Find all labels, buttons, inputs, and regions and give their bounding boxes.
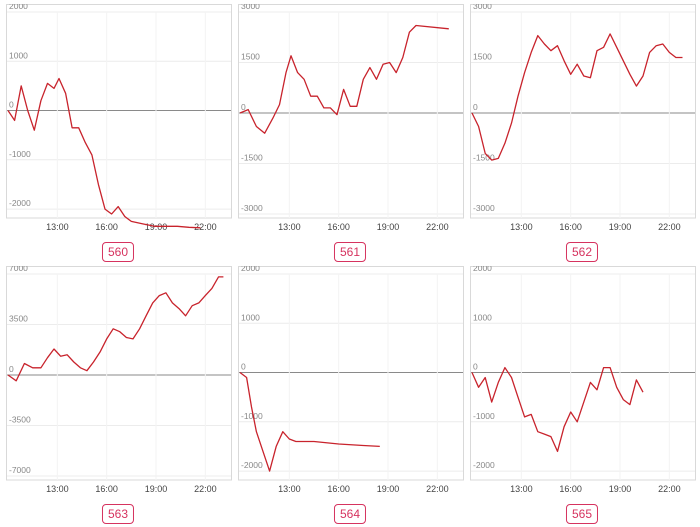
y-tick-label: 1500	[241, 52, 260, 62]
x-tick-label: 22:00	[426, 484, 449, 494]
y-tick-label: 0	[9, 364, 14, 374]
y-tick-label: -1500	[473, 153, 495, 163]
x-tick-label: 19:00	[609, 484, 632, 494]
x-tick-label: 16:00	[95, 222, 118, 232]
y-tick-label: 3500	[9, 314, 28, 324]
y-tick-label: 0	[473, 102, 478, 112]
panel-id-badge-563[interactable]: 563	[101, 504, 135, 524]
chart-plot-564: 2000 1000 0 -1000 -2000 13:00 16:00 19:00 22:00	[238, 266, 464, 494]
panel-id-badge-562[interactable]: 562	[565, 242, 599, 262]
plot-frame	[6, 266, 232, 481]
y-tick-label: 7000	[9, 266, 28, 273]
y-tick-label: -1000	[9, 149, 31, 159]
y-tick-label: -7000	[9, 465, 31, 475]
x-tick-label: 16:00	[327, 484, 350, 494]
x-tick-label: 19:00	[145, 222, 168, 232]
line-chart-564: 2000 1000 0 -1000 -2000 13:00 16:00 19:00 22:00	[238, 266, 464, 494]
y-tick-label: -3000	[473, 203, 495, 213]
line-chart-561: 3000 1500 0 -1500 -3000 13:00 16:00 19:00 22:00	[238, 4, 464, 232]
chart-plot-561: 3000 1500 0 -1500 -3000 13:00 16:00 19:00 22:00	[238, 4, 464, 232]
y-tick-label: 2000	[473, 266, 492, 273]
series-line	[7, 77, 201, 229]
x-tick-label: 16:00	[559, 222, 582, 232]
x-tick-label: 16:00	[95, 484, 118, 494]
y-tick-label: -2000	[473, 460, 495, 470]
chart-panel-562: 3000 1500 0 -1500 -3000 13:00 16:00 19:00 22:00 …	[470, 4, 696, 264]
x-tick-label: 13:00	[46, 222, 69, 232]
y-tick-label: 1000	[241, 312, 260, 322]
plot-frame	[238, 266, 464, 481]
chart-panel-564: 2000 1000 0 -1000 -2000 13:00 16:00 19:00 22:00 …	[238, 266, 464, 526]
series-line	[471, 33, 683, 161]
line-chart-563: 7000 3500 0 -3500 -7000 13:00 16:00 19:00 22:00	[6, 266, 232, 494]
x-tick-label: 13:00	[278, 222, 301, 232]
chart-panel-563: 7000 3500 0 -3500 -7000 13:00 16:00 19:00 22:00 …	[6, 266, 232, 526]
y-tick-label: -1000	[241, 411, 263, 421]
plot-frame	[470, 4, 696, 219]
y-tick-label: -1500	[241, 153, 263, 163]
panel-id-badge-560[interactable]: 560	[101, 242, 135, 262]
series-line	[239, 371, 380, 472]
y-tick-label: 2000	[241, 266, 260, 273]
x-tick-label: 22:00	[426, 222, 449, 232]
plot-frame	[470, 266, 696, 481]
y-tick-label: 3000	[241, 4, 260, 11]
plot-frame	[238, 4, 464, 219]
x-tick-label: 16:00	[559, 484, 582, 494]
y-tick-label: 3000	[473, 4, 492, 11]
chart-panel-561: 3000 1500 0 -1500 -3000 13:00 16:00 19:00 22:00 …	[238, 4, 464, 264]
x-tick-label: 16:00	[327, 222, 350, 232]
x-tick-label: 22:00	[194, 484, 217, 494]
x-tick-label: 22:00	[658, 484, 681, 494]
panel-id-badge-565[interactable]: 565	[565, 504, 599, 524]
y-tick-label: -2000	[9, 198, 31, 208]
x-tick-label: 13:00	[46, 484, 69, 494]
y-tick-label: -1000	[473, 411, 495, 421]
chart-plot-565: 2000 1000 0 -1000 -2000 13:00 16:00 19:00 22:00	[470, 266, 696, 494]
x-tick-label: 13:00	[278, 484, 301, 494]
line-chart-562: 3000 1500 0 -1500 -3000 13:00 16:00 19:00 22:00	[470, 4, 696, 232]
y-tick-label: 0	[241, 362, 246, 372]
y-tick-label: -3500	[9, 415, 31, 425]
x-tick-label: 19:00	[377, 484, 400, 494]
y-tick-label: 0	[241, 102, 246, 112]
plot-frame	[6, 4, 232, 219]
y-tick-label: 2000	[9, 4, 28, 11]
y-tick-label: -3000	[241, 203, 263, 213]
chart-panel-565: 2000 1000 0 -1000 -2000 13:00 16:00 19:00 22:00 …	[470, 266, 696, 526]
x-tick-label: 13:00	[510, 484, 533, 494]
y-tick-label: 1000	[473, 312, 492, 322]
line-chart-560: 2000 1000 0 -1000 -2000 13:00 16:00 19:00 22:00	[6, 4, 232, 232]
series-line	[239, 24, 449, 134]
y-tick-label: 0	[473, 362, 478, 372]
panel-id-badge-564[interactable]: 564	[333, 504, 367, 524]
chart-panel-560: 2000 1000 0 -1000 -2000 13:00 16:00 19:00 22:00 …	[6, 4, 232, 264]
x-tick-label: 22:00	[194, 222, 217, 232]
x-tick-label: 19:00	[609, 222, 632, 232]
y-tick-label: 1000	[9, 50, 28, 60]
panel-id-badge-561[interactable]: 561	[333, 242, 367, 262]
y-tick-label: -2000	[241, 460, 263, 470]
series-line	[471, 366, 644, 453]
y-tick-label: 0	[9, 100, 14, 110]
x-tick-label: 13:00	[510, 222, 533, 232]
chart-plot-563: 7000 3500 0 -3500 -7000 13:00 16:00 19:00 22:00	[6, 266, 232, 494]
series-line	[7, 276, 224, 382]
chart-plot-562: 3000 1500 0 -1500 -3000 13:00 16:00 19:00 22:00	[470, 4, 696, 232]
x-tick-label: 22:00	[658, 222, 681, 232]
y-tick-label: 1500	[473, 52, 492, 62]
x-tick-label: 19:00	[377, 222, 400, 232]
line-chart-565: 2000 1000 0 -1000 -2000 13:00 16:00 19:00 22:00	[470, 266, 696, 494]
x-tick-label: 19:00	[145, 484, 168, 494]
chart-plot-560: 2000 1000 0 -1000 -2000 13:00 16:00 19:00 22:00	[6, 4, 232, 232]
